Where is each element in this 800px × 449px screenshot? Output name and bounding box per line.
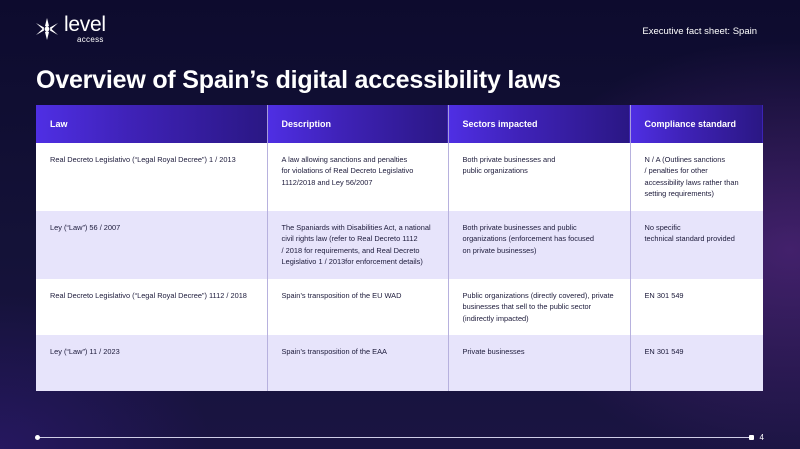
cell-line: Public organizations (directly covered),… [462,291,614,300]
column-header-law: Law [36,105,267,143]
cell-standard: EN 301 549 [629,335,763,391]
cell-description: Spain’s transposition of the EU WAD [266,279,448,335]
page-title: Overview of Spain’s digital accessibilit… [36,66,561,94]
table-row: Ley (“Law”) 11 / 2023 Spain’s transposit… [36,335,763,391]
cell-line: / penalties for other [644,166,708,176]
cell-line: EN 301 549 [644,291,684,300]
cell-line: Private businesses [462,347,525,356]
cell-law: Ley (“Law”) 11 / 2023 [36,335,267,391]
cell-standard: EN 301 549 [629,279,763,335]
cell-law: Real Decreto Legislativo (“Legal Royal D… [36,279,267,335]
cell-line: setting requirements) [644,189,714,199]
cell-line: Real Decreto Legislativo (“Legal Royal D… [50,155,236,164]
cell-law: Real Decreto Legislativo (“Legal Royal D… [36,143,267,211]
table-row: Real Decreto Legislativo (“Legal Royal D… [36,279,763,335]
cell-line: organizations (enforcement has focused [462,234,594,244]
cell-sectors: Both private businesses and public organ… [447,211,630,279]
brand-logo[interactable]: level access [34,14,106,44]
table-row: Ley (“Law”) 56 / 2007 The Spaniards with… [36,211,763,279]
column-header-standard: Compliance standard [629,105,763,143]
cell-standard: N / A (Outlines sanctions / penalties fo… [629,143,763,211]
column-header-sectors: Sectors impacted [447,105,630,143]
cell-sectors: Both private businesses and public organ… [447,143,630,211]
cell-description: Spain’s transposition of the EAA [266,335,448,391]
cell-standard: No specific technical standard provided [629,211,763,279]
cell-line: Both private businesses and [462,155,556,164]
cell-line: Legislativo 1 / 2013for enforcement deta… [281,257,423,267]
cell-line: 1112/2018 and Ley 56/2007 [281,177,373,187]
cell-line: for violations of Real Decreto Legislati… [281,166,414,176]
footer-divider [38,437,750,438]
cell-line: Real Decreto Legislativo (“Legal Royal D… [50,291,247,300]
cell-line: No specific [644,223,681,232]
cell-line: on private businesses) [462,245,537,255]
cell-line: A law allowing sanctions and penalties [281,155,408,164]
footer-dot-start [35,435,40,440]
cell-line: Ley (“Law”) 56 / 2007 [50,223,121,232]
cell-line: Spain’s transposition of the EAA [281,347,387,356]
table-row: Real Decreto Legislativo (“Legal Royal D… [36,143,763,211]
cell-line: EN 301 549 [644,347,684,356]
cell-line: (indirectly impacted) [462,313,529,323]
cell-line: Spain’s transposition of the EU WAD [281,291,402,300]
cell-line: businesses that sell to the public secto… [462,302,592,312]
cell-line: civil rights law (refer to Real Decreto … [281,234,418,244]
brand-name: level [64,13,106,36]
cell-line: N / A (Outlines sanctions [644,155,726,164]
cell-law: Ley (“Law”) 56 / 2007 [36,211,267,279]
cell-line: Ley (“Law”) 11 / 2023 [50,347,120,356]
cell-line: Both private businesses and public [462,223,577,232]
brand-subname: access [77,35,104,44]
cell-line: technical standard provided [644,234,735,244]
cell-line: / 2018 for requirements, and Real Decret… [281,245,420,255]
page-number: 4 [759,433,764,442]
cell-description: The Spaniards with Disabilities Act, a n… [266,211,448,279]
level-access-logo-icon [36,18,58,40]
table-header-row: Law Description Sectors impacted Complia… [36,105,763,143]
column-header-description: Description [266,105,448,143]
cell-line: public organizations [462,166,528,176]
cell-sectors: Public organizations (directly covered),… [447,279,630,335]
cell-line: The Spaniards with Disabilities Act, a n… [281,223,431,232]
factsheet-label: Executive fact sheet: Spain [642,26,757,37]
footer-dot-end [749,435,754,440]
cell-line: accessibility laws rather than [644,177,739,187]
cell-description: A law allowing sanctions and penalties f… [266,143,448,211]
laws-table: Law Description Sectors impacted Complia… [36,105,763,391]
cell-sectors: Private businesses [447,335,630,391]
